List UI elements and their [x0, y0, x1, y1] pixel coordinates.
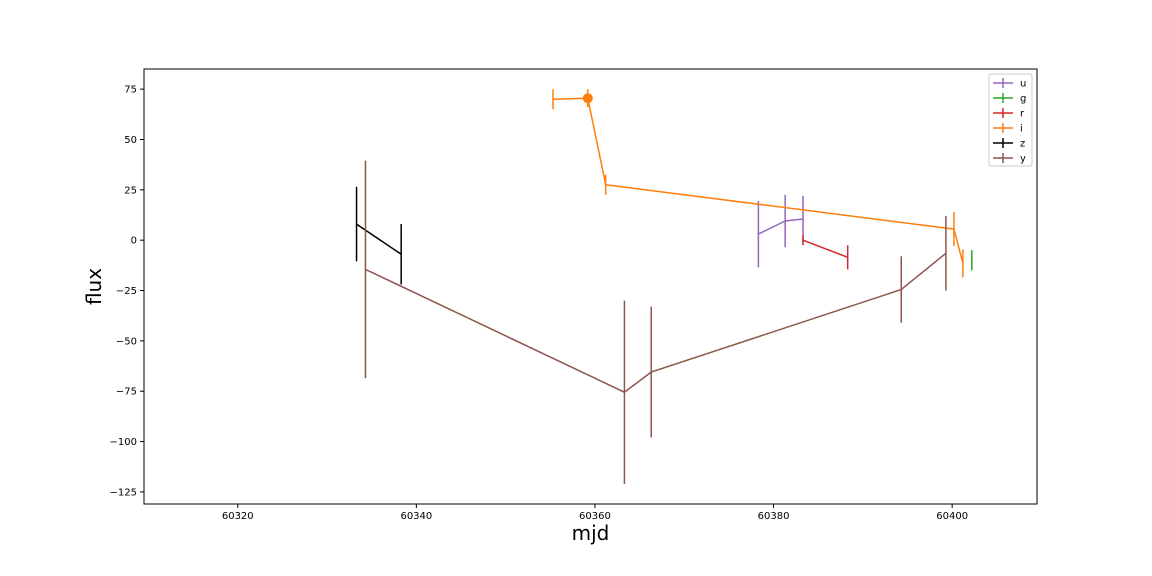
y-tick-label: −75 [116, 387, 137, 398]
x-tick-label: 60360 [579, 511, 611, 522]
y-tick-label: −25 [116, 286, 137, 297]
x-tick-label: 60400 [936, 511, 968, 522]
series-i [552, 89, 964, 278]
y-axis-label: flux [82, 268, 106, 305]
series-line-z [356, 223, 402, 255]
series-r [802, 235, 849, 270]
y-tick-label: 75 [124, 85, 137, 96]
y-tick-label: 25 [124, 185, 137, 196]
y-tick-label: −125 [110, 487, 137, 498]
legend-label: y [1020, 154, 1026, 165]
legend-item-z: z [993, 138, 1025, 150]
legend-label: g [1020, 94, 1026, 105]
legend-item-g: g [993, 93, 1026, 105]
y-tick-label: −50 [116, 336, 137, 347]
series-layer [355, 89, 973, 484]
x-tick-label: 60340 [400, 511, 432, 522]
y-tick-label: 0 [131, 236, 137, 247]
legend-item-i: i [993, 123, 1023, 135]
x-axis-label: mjd [572, 521, 610, 545]
plot-frame [143, 68, 1038, 505]
legend-item-r: r [993, 108, 1025, 120]
legend-label: u [1020, 79, 1026, 90]
legend-label: r [1020, 109, 1025, 120]
x-tick-label: 60320 [222, 511, 254, 522]
y-tick-label: −100 [110, 437, 137, 448]
data-point-i [582, 93, 593, 104]
legend-item-u: u [993, 78, 1026, 90]
series-line-r [802, 239, 848, 259]
legend-label: z [1020, 139, 1025, 150]
x-axis: 60320 60340 60360 60380 60400 [222, 504, 968, 522]
x-tick-label: 60380 [758, 511, 790, 522]
series-z [355, 186, 402, 285]
legend-item-y: y [993, 153, 1026, 165]
legend-label: i [1020, 124, 1023, 135]
plot-background [144, 69, 1037, 504]
series-u [757, 194, 804, 268]
y-axis: 75 50 25 0 −25 −50 −75 −100 −125 [110, 85, 144, 498]
series-y [364, 160, 947, 484]
y-tick-label: 50 [124, 135, 137, 146]
